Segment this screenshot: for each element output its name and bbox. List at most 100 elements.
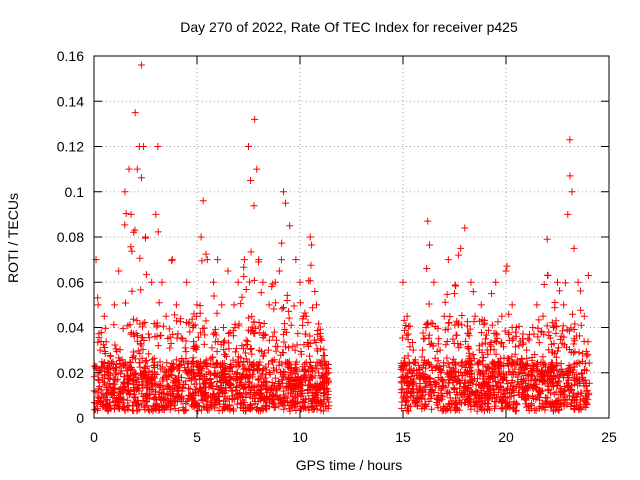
data-point <box>445 319 453 327</box>
data-point <box>420 370 428 378</box>
data-point <box>513 356 521 364</box>
data-point <box>577 287 585 295</box>
y-axis-label: ROTI / TECUs <box>5 193 21 283</box>
data-point <box>225 345 233 353</box>
data-point <box>441 298 449 306</box>
data-point <box>515 342 523 350</box>
data-point <box>419 374 427 382</box>
data-point <box>423 265 431 273</box>
data-point <box>260 365 268 373</box>
data-point <box>212 394 220 402</box>
data-point <box>160 390 168 398</box>
data-point <box>107 352 115 360</box>
data-point <box>319 390 327 398</box>
data-point <box>516 360 524 368</box>
data-point <box>529 392 537 400</box>
data-point <box>512 399 520 407</box>
data-point <box>168 257 176 265</box>
data-point <box>403 331 411 339</box>
data-point <box>498 339 506 347</box>
data-point <box>407 393 415 401</box>
data-point <box>148 278 156 286</box>
data-point <box>318 373 326 381</box>
data-point <box>235 353 243 361</box>
data-point <box>250 318 258 326</box>
data-point <box>198 257 206 265</box>
data-point <box>240 263 248 271</box>
data-point <box>291 346 299 354</box>
data-point <box>439 378 447 386</box>
data-point <box>492 278 500 286</box>
data-point <box>121 188 129 196</box>
data-point <box>283 359 291 367</box>
data-point <box>505 368 513 376</box>
data-point <box>151 333 159 341</box>
data-point <box>297 379 305 387</box>
data-point <box>529 385 537 393</box>
data-point <box>254 365 262 373</box>
data-point <box>133 337 141 345</box>
data-point <box>293 341 301 349</box>
data-point <box>484 326 492 334</box>
data-point <box>300 341 308 349</box>
data-point <box>519 339 527 347</box>
data-point <box>301 399 309 407</box>
data-point <box>125 402 133 410</box>
data-point <box>555 344 563 352</box>
data-point <box>242 286 250 294</box>
data-point <box>514 373 522 381</box>
data-point <box>139 345 147 353</box>
data-point <box>279 371 287 379</box>
data-point <box>548 399 556 407</box>
data-point <box>440 312 448 320</box>
data-point <box>278 376 286 384</box>
data-point <box>235 320 243 328</box>
data-point <box>499 393 507 401</box>
data-point <box>444 325 452 333</box>
data-point <box>404 385 412 393</box>
data-point <box>247 248 255 256</box>
data-point <box>315 369 323 377</box>
data-point <box>203 404 211 412</box>
data-point <box>175 394 183 402</box>
data-point <box>443 354 451 362</box>
data-point <box>320 389 328 397</box>
data-point <box>512 324 520 331</box>
data-point <box>576 359 584 367</box>
data-point <box>240 365 248 373</box>
data-point <box>280 188 288 196</box>
data-point <box>199 197 207 205</box>
data-point <box>246 392 254 400</box>
data-point <box>182 348 190 356</box>
data-point <box>140 337 148 345</box>
data-point <box>115 354 123 362</box>
data-point <box>308 304 316 312</box>
data-point <box>304 368 312 376</box>
data-point <box>268 357 276 365</box>
data-point <box>197 384 205 392</box>
data-point <box>574 390 582 398</box>
data-point <box>508 301 516 309</box>
data-point <box>541 404 549 412</box>
data-point <box>240 256 248 264</box>
data-point <box>173 384 181 392</box>
data-point <box>211 372 219 380</box>
data-point <box>288 386 296 394</box>
data-point <box>145 334 153 342</box>
data-point <box>209 278 217 286</box>
data-point <box>301 309 309 317</box>
data-point <box>140 403 148 411</box>
data-point <box>402 388 410 396</box>
data-point <box>233 400 241 408</box>
data-point <box>409 346 417 354</box>
data-point <box>450 339 458 347</box>
data-point <box>455 319 463 327</box>
data-point <box>186 385 194 393</box>
data-point <box>408 387 416 395</box>
data-point <box>308 398 316 406</box>
data-point <box>485 393 493 401</box>
data-point <box>500 375 508 383</box>
data-point <box>142 380 150 388</box>
data-point <box>426 381 434 389</box>
data-point <box>323 395 331 403</box>
